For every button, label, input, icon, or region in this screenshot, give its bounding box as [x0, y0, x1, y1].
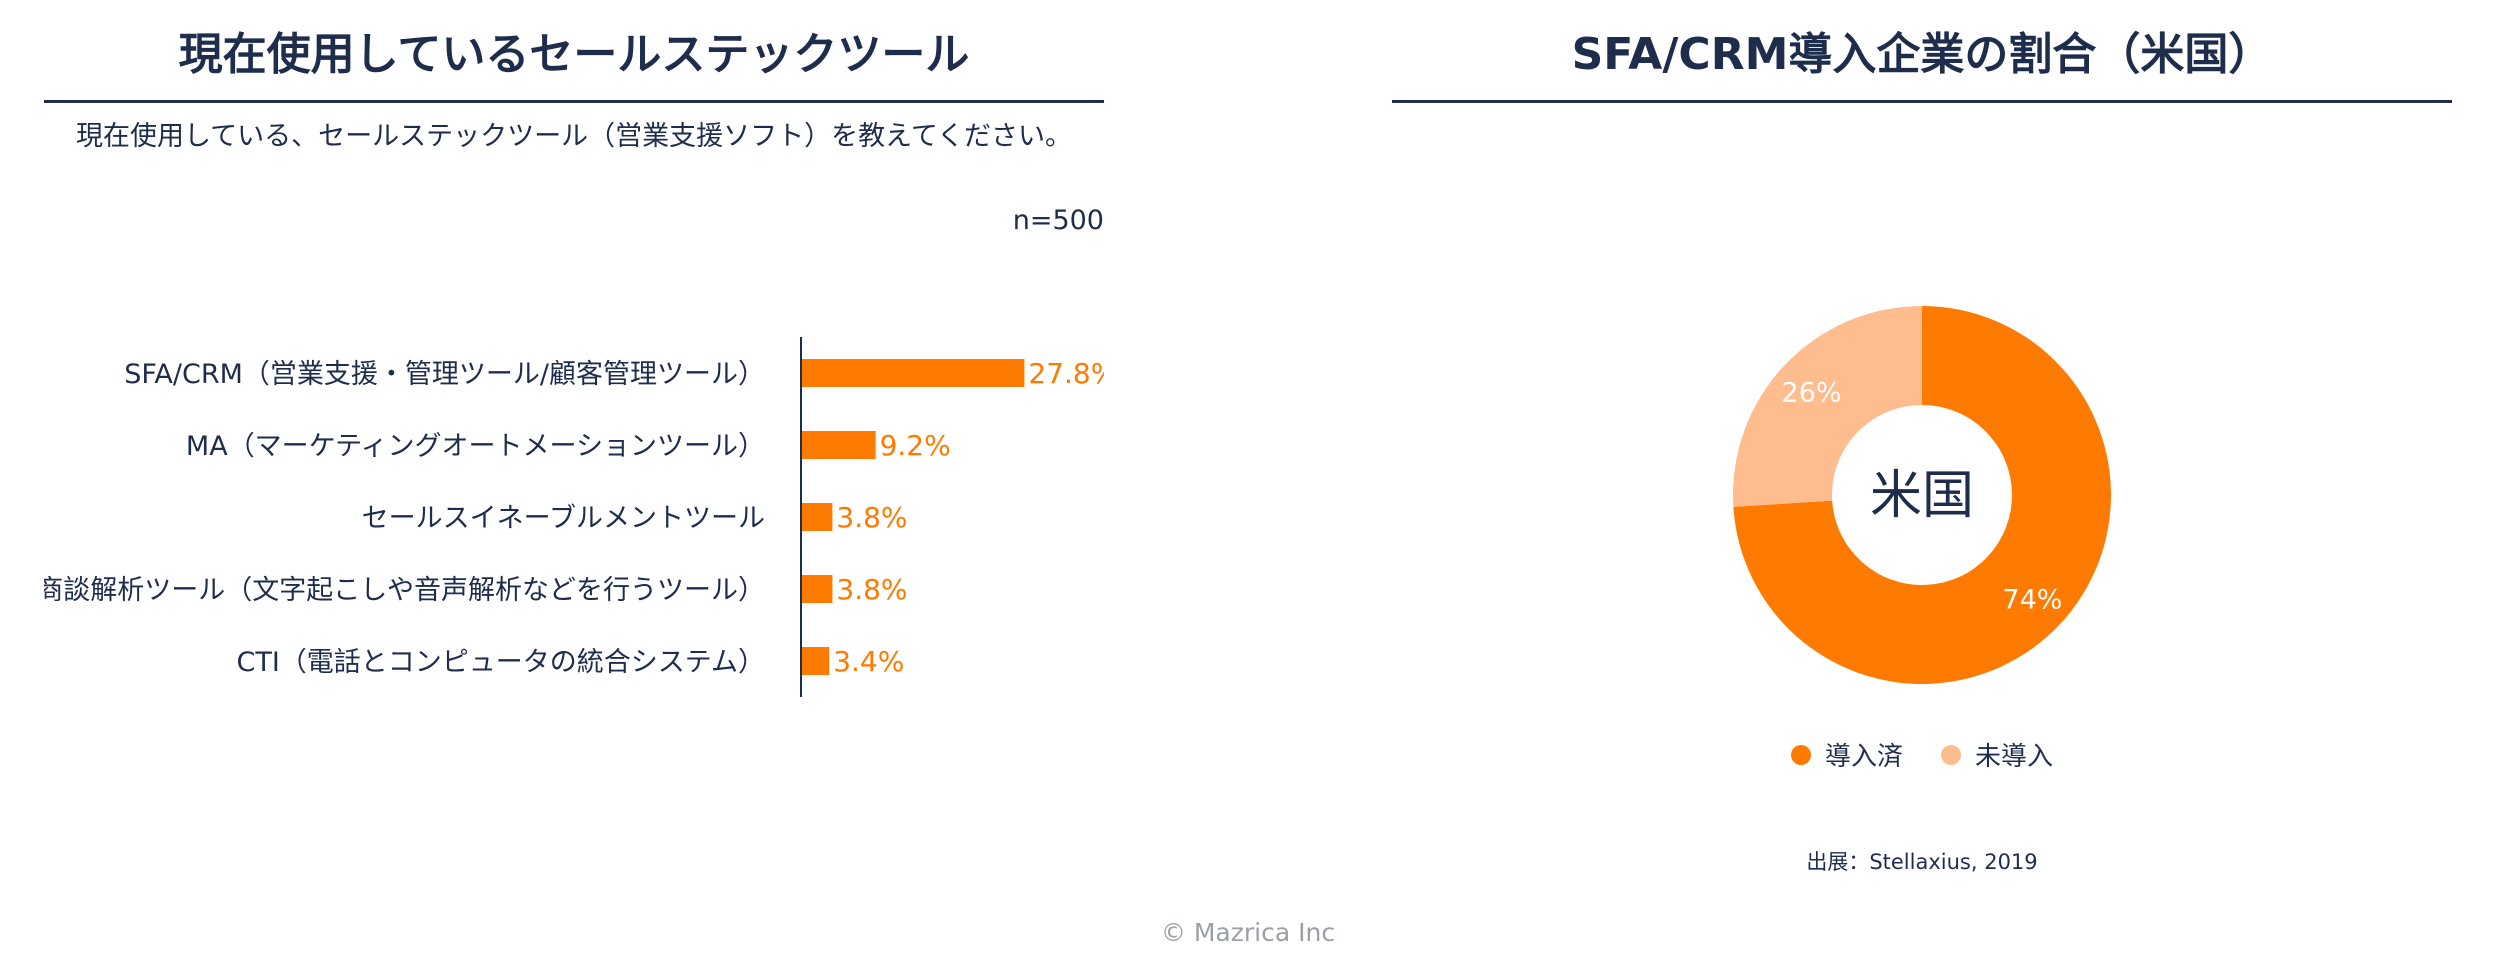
- bar-chart-title: 現在使用しているセールステックツール: [178, 29, 970, 80]
- donut-legend: 導入済 未導入: [1392, 736, 2452, 773]
- sample-size-label: n=500: [1012, 205, 1104, 236]
- donut-chart-title-rule: [1392, 100, 2452, 103]
- bar-value-label: 27.8%: [1028, 357, 1104, 390]
- bar: [802, 647, 830, 675]
- donut-center-label: 米国: [1870, 466, 1974, 526]
- bar: [802, 359, 1025, 387]
- legend-item: 導入済: [1790, 736, 1903, 773]
- donut-chart-title: SFA/CRM導入企業の割合（米国）: [1571, 29, 2273, 80]
- donut-chart-svg: 74% 26% 米国: [1733, 306, 2111, 685]
- bar-chart-panel: 現在使用しているセールステックツール 現在使用している、セールステックツール（営…: [44, 0, 1104, 860]
- legend-label: 導入済: [1824, 742, 1903, 772]
- bar-chart-svg: SFA/CRM（営業支援・管理ツール/顧客管理ツール） 27.8% MA（マーケティ…: [44, 337, 1104, 697]
- bar: [802, 575, 833, 603]
- bar-chart-title-rule: [44, 100, 1104, 103]
- bar-category-label: MA（マーケティングオートメーションツール）: [186, 431, 765, 462]
- bar-value-label: 3.8%: [836, 501, 907, 534]
- bar-category-label: セールスイネーブルメントツール: [362, 503, 765, 534]
- bar-category-label: 商談解析ツール（文字起こしや音声解析などを行うツール）: [44, 575, 765, 606]
- bar-value-label: 9.2%: [880, 429, 951, 462]
- legend-swatch: [1941, 744, 1961, 765]
- survey-question: 現在使用している、セールステックツール（営業支援ソフト）を教えてください。: [75, 121, 1073, 152]
- legend-swatch: [1790, 744, 1811, 765]
- bar: [802, 503, 833, 531]
- donut-chart-panel: SFA/CRM導入企業の割合（米国） 74% 26% 米国 導入済 未導入 出展：St…: [1392, 0, 2452, 900]
- donut-slice: [1733, 306, 1922, 507]
- donut-value-label: 74%: [2002, 585, 2062, 616]
- source-note: 出展：Stellaxius, 2019: [1806, 850, 2038, 874]
- bar-category-label: SFA/CRM（営業支援・管理ツール/顧客管理ツール）: [124, 359, 765, 390]
- legend-label: 未導入: [1975, 742, 2054, 772]
- copyright: © Mazrica Inc: [1160, 918, 1336, 947]
- bar-value-label: 3.8%: [836, 573, 907, 606]
- legend-item: 未導入: [1941, 736, 2053, 773]
- donut-slice: [1733, 306, 2111, 685]
- bar-value-label: 3.4%: [833, 645, 904, 678]
- bar: [802, 431, 876, 459]
- bar-category-label: CTI（電話とコンピュータの統合システム）: [237, 647, 766, 678]
- donut-value-label: 26%: [1782, 377, 1842, 408]
